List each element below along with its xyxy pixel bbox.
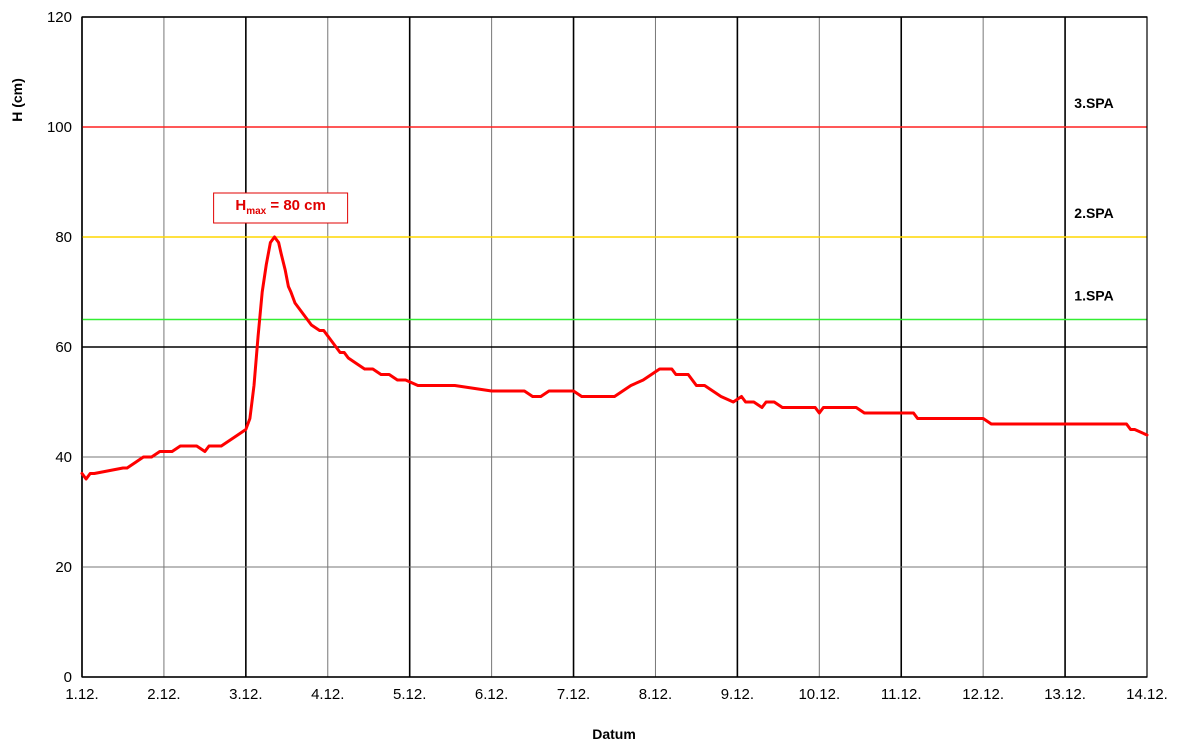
x-tick-label: 3.12. xyxy=(229,686,262,703)
y-tick-label: 100 xyxy=(47,119,72,136)
x-tick-label: 10.12. xyxy=(798,686,840,703)
reference-label: 3.SPA xyxy=(1074,95,1113,111)
y-tick-label: 60 xyxy=(55,339,72,356)
x-tick-label: 2.12. xyxy=(147,686,180,703)
y-tick-label: 80 xyxy=(55,229,72,246)
plot-frame xyxy=(81,16,1148,678)
x-axis-title: Datum xyxy=(592,726,636,742)
annotation-text: Hmax = 80 cm xyxy=(235,197,326,217)
y-tick-label: 20 xyxy=(55,559,72,576)
x-tick-labels: 1.12. 2.12. 3.12. 4.12. 5.12. 6.12. 7.12. 8.12.… xyxy=(65,686,1168,703)
y-tick-label: 0 xyxy=(64,669,72,686)
x-tick-label: 12.12. xyxy=(962,686,1004,703)
x-tick-label: 11.12. xyxy=(881,686,922,703)
y-tick-label: 40 xyxy=(55,449,72,466)
annotation-rest: = 80 cm xyxy=(266,197,326,214)
y-axis-title: H (cm) xyxy=(9,78,25,122)
x-tick-label: 13.12. xyxy=(1044,686,1086,703)
x-tick-label: 7.12. xyxy=(557,686,590,703)
x-tick-label: 5.12. xyxy=(393,686,426,703)
y-tick-label: 120 xyxy=(47,9,72,26)
x-tick-label: 14.12. xyxy=(1126,686,1168,703)
x-tick-label: 8.12. xyxy=(639,686,672,703)
reference-label: 2.SPA xyxy=(1074,205,1113,221)
x-tick-label: 6.12. xyxy=(475,686,508,703)
series-layer xyxy=(80,235,1149,481)
annotation-box xyxy=(213,192,349,224)
peak-annotation: Hmax = 80 cm xyxy=(213,192,349,224)
x-tick-label: 1.12. xyxy=(65,686,98,703)
reference-labels: 3.SPA 2.SPA 1.SPA xyxy=(1074,95,1113,304)
y-tick-labels: 0 20 40 60 80 100 120 xyxy=(47,9,72,686)
x-tick-label: 9.12. xyxy=(721,686,754,703)
reference-label: 1.SPA xyxy=(1074,288,1113,304)
x-tick-label: 4.12. xyxy=(311,686,344,703)
annotation-subscript: max xyxy=(246,206,266,217)
annotation-main: H xyxy=(235,197,246,214)
water-level-line xyxy=(80,235,1149,481)
